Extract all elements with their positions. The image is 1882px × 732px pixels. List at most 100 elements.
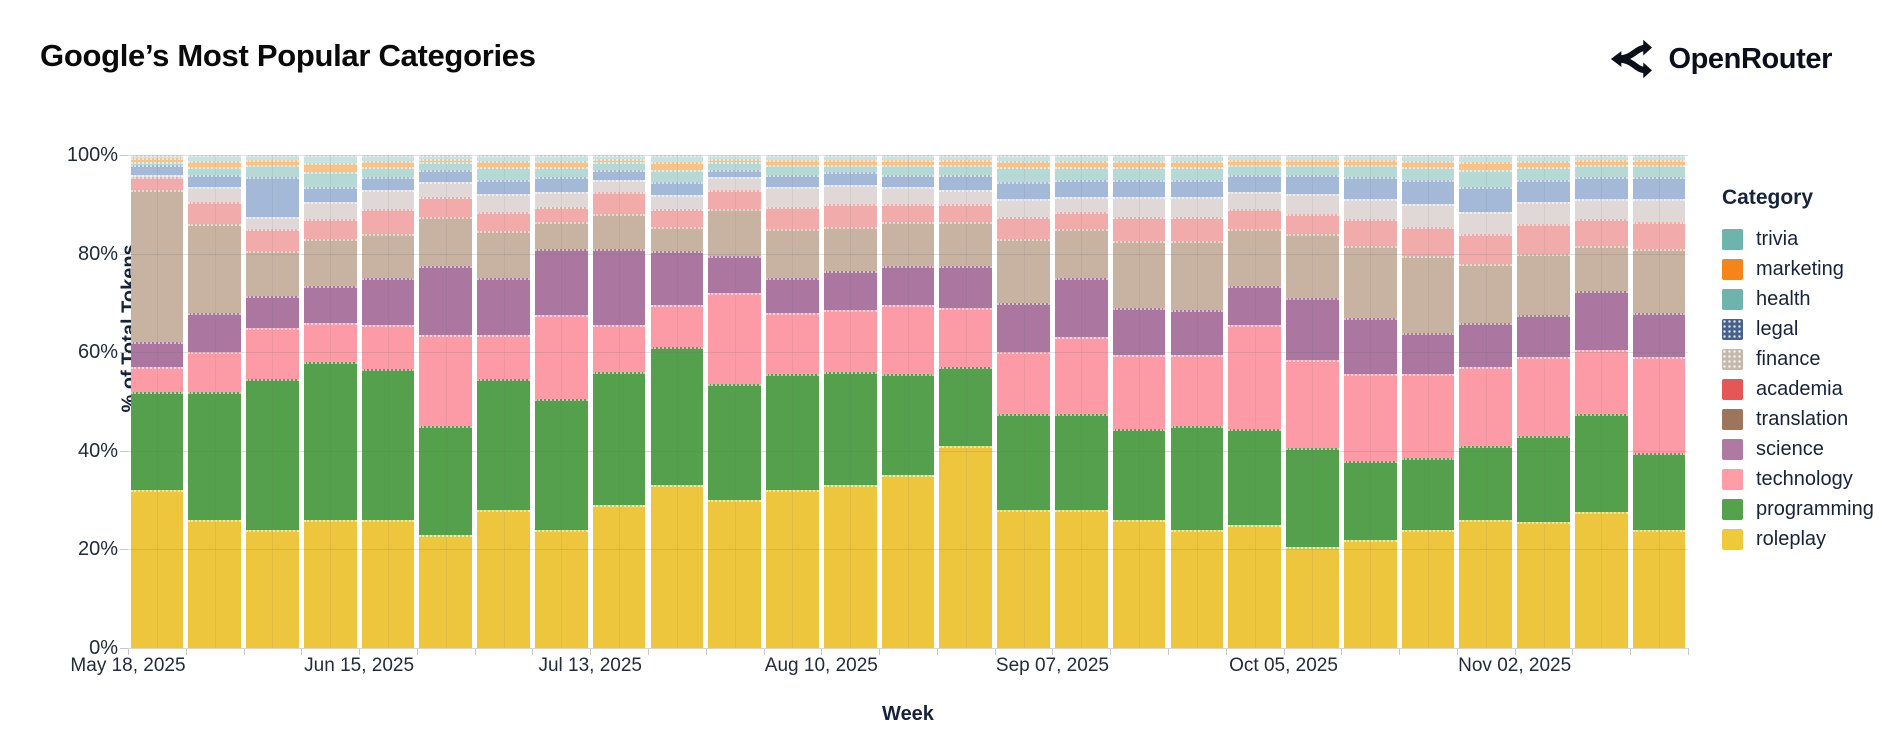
bar-segment-technology[interactable] bbox=[939, 307, 993, 367]
bar-segment-marketing[interactable] bbox=[419, 158, 473, 163]
bar-segment-legal[interactable] bbox=[650, 182, 704, 195]
bar-segment-finance[interactable] bbox=[823, 184, 877, 205]
bar-segment-science[interactable] bbox=[130, 342, 184, 368]
bar-segment-programming[interactable] bbox=[1228, 428, 1282, 525]
bar-segment-marketing[interactable] bbox=[766, 160, 819, 165]
bar-segment-roleplay[interactable] bbox=[823, 485, 877, 648]
bar-segment-roleplay[interactable] bbox=[246, 529, 299, 648]
bar-segment-translation[interactable] bbox=[823, 226, 877, 271]
bar-segment-legal[interactable] bbox=[1632, 177, 1686, 200]
bar-segment-science[interactable] bbox=[246, 295, 299, 328]
bar-segment-translation[interactable] bbox=[361, 233, 415, 279]
bar-segment-legal[interactable] bbox=[1459, 187, 1513, 212]
bar-segment-programming[interactable] bbox=[130, 391, 184, 491]
bar-week-2025-08-03[interactable] bbox=[766, 155, 819, 648]
bar-segment-academia[interactable] bbox=[361, 209, 415, 234]
bar-segment-programming[interactable] bbox=[1459, 445, 1513, 520]
bar-segment-marketing[interactable] bbox=[708, 158, 762, 163]
bar-segment-marketing[interactable] bbox=[1517, 161, 1570, 168]
bar-segment-translation[interactable] bbox=[188, 224, 242, 313]
legend-item-roleplay[interactable]: roleplay bbox=[1722, 524, 1874, 554]
bar-segment-trivia[interactable] bbox=[823, 155, 877, 160]
bar-segment-finance[interactable] bbox=[361, 189, 415, 210]
bar-segment-marketing[interactable] bbox=[939, 160, 993, 165]
bar-segment-roleplay[interactable] bbox=[650, 485, 704, 648]
bar-segment-legal[interactable] bbox=[823, 172, 877, 185]
bar-segment-health[interactable] bbox=[650, 169, 704, 183]
bar-segment-health[interactable] bbox=[1170, 167, 1224, 180]
bar-segment-programming[interactable] bbox=[188, 391, 242, 520]
bar-segment-programming[interactable] bbox=[592, 371, 646, 506]
bar-segment-programming[interactable] bbox=[361, 369, 415, 520]
bar-segment-health[interactable] bbox=[1286, 164, 1339, 175]
bar-segment-technology[interactable] bbox=[1632, 357, 1686, 454]
bar-segment-finance[interactable] bbox=[1343, 199, 1397, 220]
bar-segment-translation[interactable] bbox=[246, 251, 299, 296]
bar-segment-science[interactable] bbox=[303, 285, 357, 323]
bar-segment-finance[interactable] bbox=[130, 174, 184, 178]
bar-segment-programming[interactable] bbox=[477, 379, 530, 510]
bar-segment-trivia[interactable] bbox=[1170, 155, 1224, 161]
bar-week-2025-08-31[interactable] bbox=[997, 155, 1050, 648]
bar-segment-trivia[interactable] bbox=[1112, 155, 1166, 161]
bar-segment-trivia[interactable] bbox=[1574, 155, 1628, 161]
bar-segment-health[interactable] bbox=[534, 167, 588, 178]
bar-segment-science[interactable] bbox=[708, 256, 762, 294]
bar-segment-health[interactable] bbox=[419, 162, 473, 170]
bar-segment-academia[interactable] bbox=[303, 219, 357, 239]
bar-segment-health[interactable] bbox=[1401, 167, 1455, 180]
bar-segment-finance[interactable] bbox=[303, 201, 357, 220]
bar-segment-roleplay[interactable] bbox=[361, 519, 415, 648]
bar-segment-programming[interactable] bbox=[534, 399, 588, 530]
bar-segment-trivia[interactable] bbox=[1343, 155, 1397, 160]
bar-segment-academia[interactable] bbox=[1517, 224, 1570, 254]
bar-segment-academia[interactable] bbox=[1112, 216, 1166, 242]
bar-segment-legal[interactable] bbox=[419, 169, 473, 183]
bar-segment-roleplay[interactable] bbox=[188, 519, 242, 648]
bar-segment-academia[interactable] bbox=[708, 189, 762, 210]
bar-segment-academia[interactable] bbox=[1054, 211, 1108, 229]
bar-segment-marketing[interactable] bbox=[650, 162, 704, 170]
bar-segment-translation[interactable] bbox=[1517, 253, 1570, 316]
bar-week-2025-06-22[interactable] bbox=[419, 155, 473, 648]
bar-segment-legal[interactable] bbox=[534, 177, 588, 193]
bar-segment-technology[interactable] bbox=[419, 334, 473, 427]
openrouter-logo[interactable]: OpenRouter bbox=[1608, 38, 1832, 80]
bar-segment-finance[interactable] bbox=[881, 187, 935, 205]
bar-segment-health[interactable] bbox=[1517, 167, 1570, 180]
bar-segment-technology[interactable] bbox=[766, 312, 819, 375]
bar-segment-finance[interactable] bbox=[1459, 211, 1513, 234]
bar-segment-legal[interactable] bbox=[1112, 179, 1166, 197]
bar-segment-science[interactable] bbox=[1112, 307, 1166, 355]
bar-segment-technology[interactable] bbox=[1170, 354, 1224, 427]
bar-segment-marketing[interactable] bbox=[1112, 160, 1166, 168]
bar-segment-finance[interactable] bbox=[534, 192, 588, 207]
bar-segment-translation[interactable] bbox=[1459, 263, 1513, 323]
bar-segment-science[interactable] bbox=[534, 248, 588, 316]
bar-segment-technology[interactable] bbox=[881, 305, 935, 375]
bar-segment-translation[interactable] bbox=[592, 214, 646, 249]
bar-segment-academia[interactable] bbox=[592, 192, 646, 215]
bar-segment-marketing[interactable] bbox=[534, 160, 588, 168]
bar-segment-finance[interactable] bbox=[708, 177, 762, 190]
bar-segment-roleplay[interactable] bbox=[1401, 529, 1455, 648]
bar-segment-finance[interactable] bbox=[650, 194, 704, 210]
bar-segment-health[interactable] bbox=[361, 167, 415, 178]
bar-segment-academia[interactable] bbox=[1286, 214, 1339, 234]
bar-segment-programming[interactable] bbox=[650, 347, 704, 486]
bar-segment-marketing[interactable] bbox=[881, 159, 935, 165]
bar-segment-technology[interactable] bbox=[823, 310, 877, 372]
bar-week-2025-08-17[interactable] bbox=[881, 155, 935, 648]
bar-segment-health[interactable] bbox=[592, 162, 646, 170]
bar-segment-trivia[interactable] bbox=[534, 155, 588, 161]
bar-week-2025-10-12[interactable] bbox=[1343, 155, 1397, 648]
bar-segment-roleplay[interactable] bbox=[1574, 512, 1628, 648]
bar-segment-technology[interactable] bbox=[1343, 374, 1397, 461]
bar-segment-science[interactable] bbox=[823, 270, 877, 311]
bar-segment-health[interactable] bbox=[997, 167, 1050, 183]
bar-segment-programming[interactable] bbox=[881, 374, 935, 476]
bar-week-2025-10-05[interactable] bbox=[1286, 155, 1339, 648]
bar-segment-health[interactable] bbox=[1228, 164, 1282, 175]
bar-segment-finance[interactable] bbox=[939, 189, 993, 205]
bar-segment-programming[interactable] bbox=[1343, 460, 1397, 540]
